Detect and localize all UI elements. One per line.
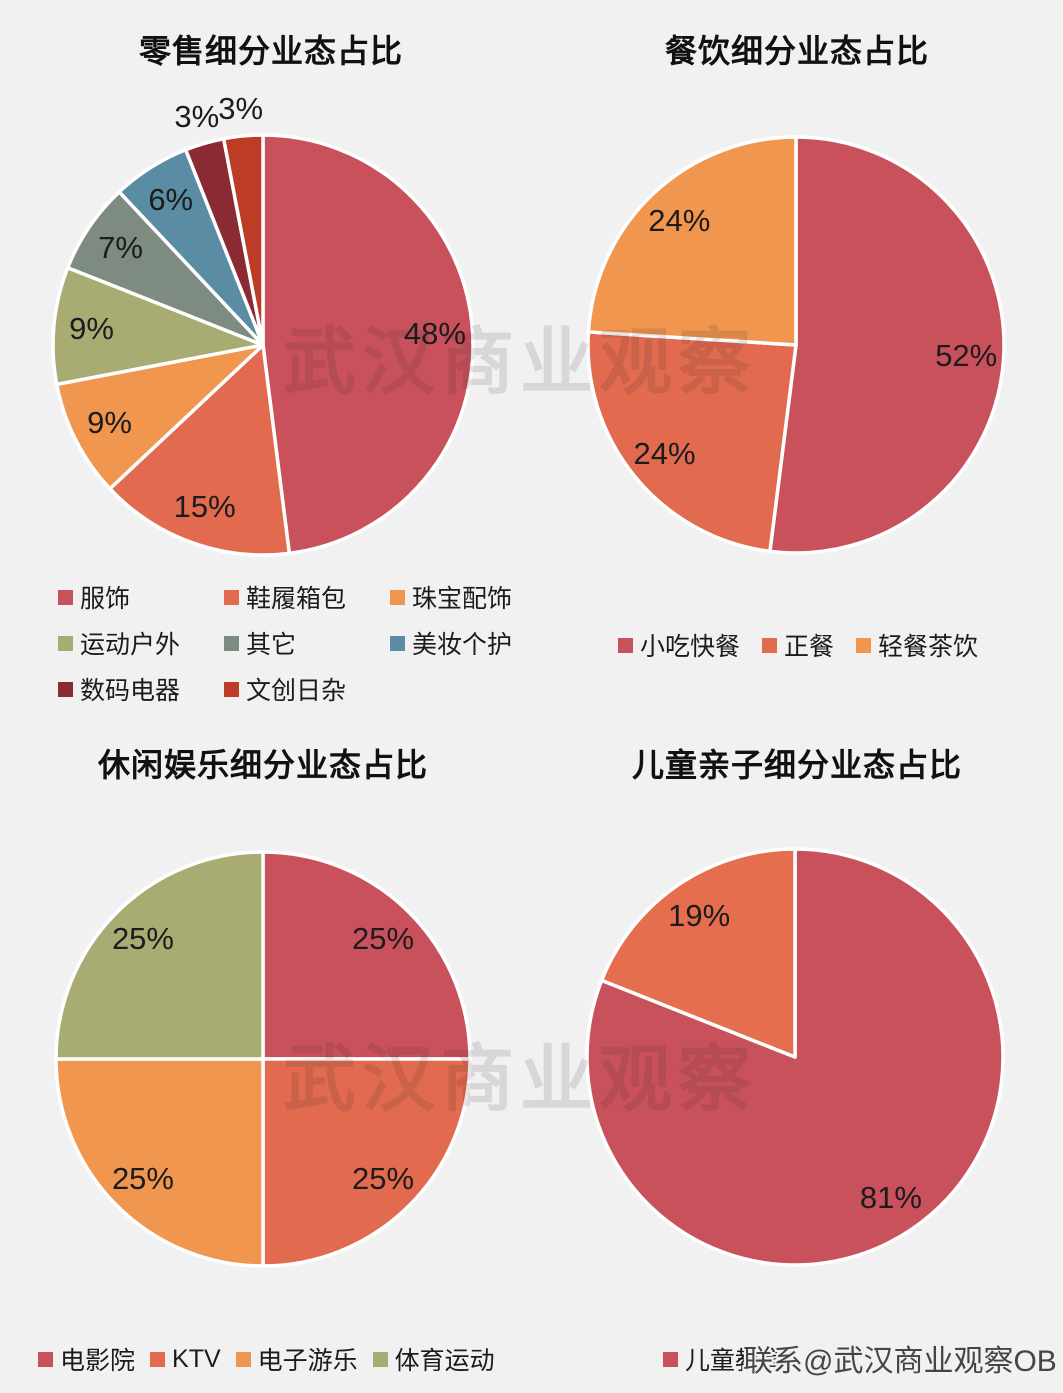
pie-percent-label: 24% [648,202,711,238]
legend-swatch-icon [224,589,239,605]
pie-slice [586,330,798,554]
pie-percent-label: 3% [174,99,220,135]
legend-swatch-icon [58,635,73,651]
chart-title-retail: 零售细分业态占比 [138,33,404,69]
pie-chart-kids [585,847,1005,1267]
legend-label: 运动户外 [80,631,181,659]
legend-item: 鞋履箱包 [224,579,390,615]
pie-percent-label: 81% [859,1180,922,1216]
chart-title-entertainment: 休闲娱乐细分业态占比 [97,747,429,783]
legend-label: 体育运动 [394,1347,495,1375]
legend-item: KTV [150,1345,221,1374]
legend-item: 运动户外 [58,625,224,661]
legend-label: 美妆个护 [412,631,513,659]
pie-percent-label: 19% [668,897,731,933]
legend-swatch-icon [390,589,405,605]
legend-item: 文创日杂 [224,671,390,707]
pie-slice [221,133,265,347]
legend-item: 电影院 [38,1341,135,1377]
legend-swatch-icon [58,681,73,697]
legend-swatch-icon [663,1351,678,1367]
legend-retail: 服饰 鞋履箱包 珠宝配饰运动户外 其它 美妆个护数码电器 文创日杂 [58,574,556,712]
pie-chart-dining [586,135,1006,555]
pie-slice [586,135,798,347]
chart-title-dining: 餐饮细分业态占比 [664,33,930,69]
legend-label: 文创日杂 [246,677,347,705]
legend-label: KTV [172,1344,221,1373]
pie-slice [768,135,1006,555]
pie-percent-label: 3% [218,90,264,126]
pie-slice [261,133,475,556]
legend-label: 轻餐茶饮 [878,633,979,661]
legend-item: 服饰 [58,579,224,615]
legend-item: 轻餐茶饮 [856,627,978,663]
pie-percent-label: 9% [69,310,114,346]
legend-label: 服饰 [80,585,131,613]
legend-label: 数码电器 [80,677,181,705]
pie-percent-label: 52% [935,337,998,373]
legend-label: 其它 [246,631,297,659]
pie-slice [54,1057,265,1268]
pie-percent-label: 25% [351,1161,415,1197]
legend-swatch-icon [762,637,778,653]
pie-slice [261,850,472,1061]
legend-item: 其它 [224,625,390,661]
legend-swatch-icon [235,1351,251,1367]
legend-dining: 小吃快餐 正餐 轻餐茶饮 [618,627,978,663]
pie-percent-label: 9% [87,405,132,441]
pie-chart-entertainment [54,850,472,1268]
legend-swatch-icon [58,589,73,605]
pie-percent-label: 6% [148,181,194,217]
legend-label: 小吃快餐 [640,633,741,661]
legend-item: 美妆个护 [390,625,556,661]
pie-percent-label: 25% [351,920,415,956]
pie-chart-retail [51,133,475,557]
legend-item: 电子游乐 [235,1341,358,1377]
legend-label: 电子游乐 [257,1347,358,1375]
legend-label: 电影院 [60,1347,136,1375]
legend-swatch-icon [224,681,239,697]
legend-kids: 儿童教育 [663,1341,785,1377]
legend-label: 儿童教育 [685,1347,786,1375]
legend-swatch-icon [618,637,633,653]
pie-percent-label: 24% [633,435,696,471]
legend-item: 体育运动 [372,1341,495,1377]
legend-item: 儿童教育 [663,1341,785,1377]
legend-item: 珠宝配饰 [390,579,556,615]
legend-swatch-icon [856,637,872,653]
pie-slice [108,343,292,557]
pie-slice [261,1057,472,1268]
pie-slice [54,850,265,1061]
legend-swatch-icon [38,1351,53,1367]
legend-swatch-icon [150,1351,166,1367]
pie-percent-label: 15% [173,489,236,525]
pie-slice [54,343,265,491]
watermark-corner: 联系@武汉商业观察OB [743,1345,1057,1378]
chart-title-kids: 儿童亲子细分业态占比 [631,747,963,783]
pie-percent-label: 48% [403,316,466,352]
legend-swatch-icon [372,1351,388,1367]
legend-label: 鞋履箱包 [246,585,347,613]
legend-swatch-icon [390,635,405,651]
pie-slice [599,847,797,1059]
pie-percent-label: 7% [98,230,143,266]
legend-item: 正餐 [762,627,834,663]
legend-label: 珠宝配饰 [412,585,513,613]
legend-label: 正餐 [784,633,835,661]
pie-percent-label: 25% [111,920,174,956]
legend-item: 数码电器 [58,671,224,707]
pie-slice [51,265,265,387]
pie-percent-label: 25% [111,1161,174,1197]
legend-item: 小吃快餐 [618,627,740,663]
legend-entertainment: 电影院 KTV 电子游乐 体育运动 [38,1341,495,1377]
legend-swatch-icon [224,635,239,651]
